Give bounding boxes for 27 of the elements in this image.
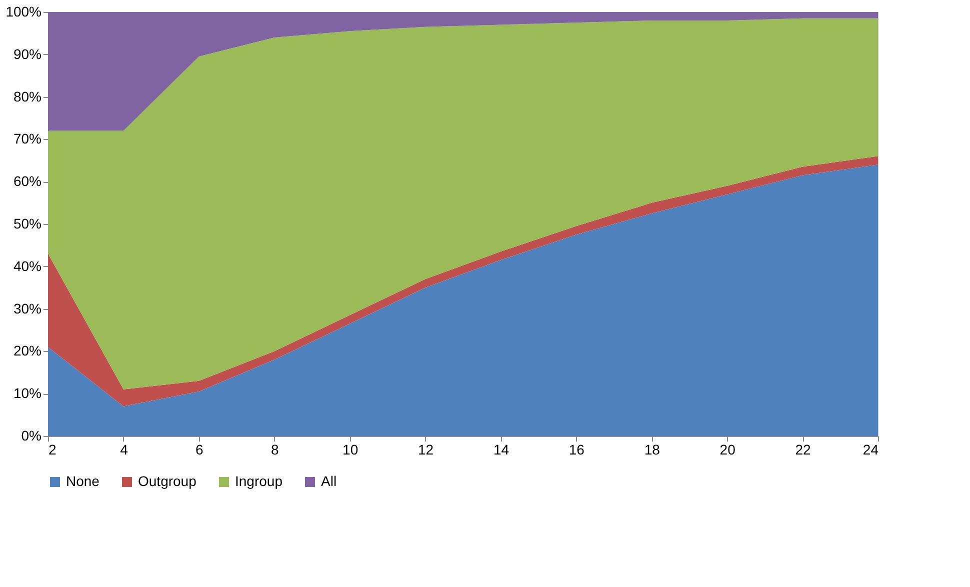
legend-label: All — [321, 473, 337, 489]
x-tick-label: 12 — [418, 442, 434, 458]
y-tick-label: 20% — [13, 342, 42, 359]
y-tick-label: 90% — [13, 46, 42, 62]
x-tick-label: 22 — [795, 442, 812, 458]
y-tick-label: 100% — [6, 4, 42, 20]
x-tick-label: 10 — [342, 442, 358, 458]
legend-label: Outgroup — [138, 473, 197, 489]
x-tick-label: 4 — [120, 442, 128, 458]
legend-label: None — [66, 473, 100, 489]
x-tick-label: 6 — [196, 442, 204, 458]
x-tick-label: 2 — [48, 442, 56, 458]
y-tick-label: 40% — [13, 258, 42, 274]
y-tick-label: 30% — [13, 300, 42, 316]
y-tick-label: 80% — [13, 88, 42, 104]
x-tick-label: 24 — [862, 442, 879, 458]
legend-label: Ingroup — [235, 473, 283, 489]
y-tick-label: 10% — [13, 385, 42, 402]
x-tick-label: 14 — [493, 442, 510, 458]
y-tick-label: 70% — [13, 130, 42, 147]
y-tick-label: 0% — [21, 428, 42, 444]
x-tick-label: 20 — [720, 442, 736, 458]
y-tick-label: 50% — [13, 216, 42, 232]
x-tick-label: 16 — [568, 442, 585, 458]
x-tick-label: 18 — [644, 442, 660, 458]
x-tick-label: 8 — [270, 442, 279, 458]
y-tick-label: 60% — [13, 173, 42, 190]
